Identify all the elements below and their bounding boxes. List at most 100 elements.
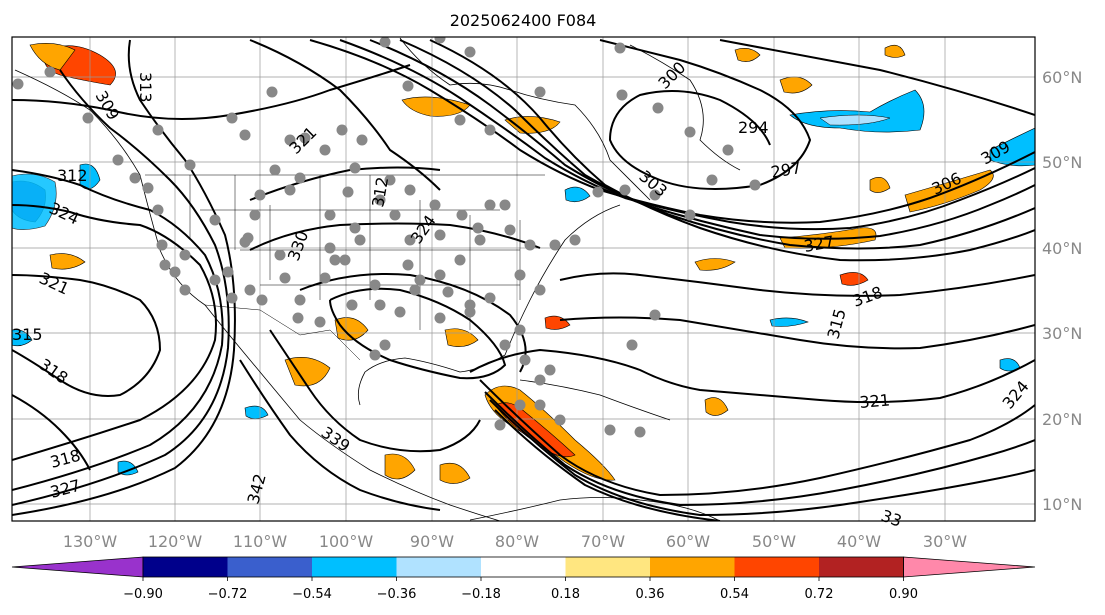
colorbar-segment [312, 557, 397, 577]
station-dot [494, 419, 506, 431]
contour-label: 313 [136, 72, 155, 103]
colorbar-tick-label: −0.90 [123, 587, 163, 602]
station-dot [152, 204, 164, 216]
positive-anomaly-patch [29, 43, 76, 71]
station-dot [156, 239, 168, 251]
contour-line [494, 409, 721, 521]
station-dot [414, 274, 426, 286]
colorbar-tick-label: −0.54 [292, 587, 332, 602]
contour-line [329, 287, 507, 380]
station-dot [294, 294, 306, 306]
station-dot [294, 172, 306, 184]
positive-anomaly-patch [49, 253, 86, 270]
contour-line [12, 204, 217, 461]
station-dot [649, 189, 661, 201]
us-mexico-border [204, 304, 361, 361]
station-dot [519, 354, 531, 366]
station-dot [504, 224, 516, 236]
station-dot [284, 134, 296, 146]
positive-anomaly-patch [869, 177, 891, 193]
longitude-label: 50°W [752, 532, 796, 551]
colorbar-segment [143, 557, 228, 577]
contour-line [469, 348, 1035, 404]
contour-line [239, 359, 441, 511]
station-dot [356, 134, 368, 146]
station-dot [484, 199, 496, 211]
station-dot [374, 299, 386, 311]
colorbar: −0.90 −0.72 −0.54 −0.36 −0.18 0.18 0.36 … [11, 556, 1036, 602]
station-dot [499, 339, 511, 351]
latitude-label: 60°N [1042, 68, 1082, 87]
station-dot [454, 254, 466, 266]
colorbar-tick-label: −0.72 [208, 587, 248, 602]
longitude-label: 70°W [581, 532, 625, 551]
station-dot [336, 124, 348, 136]
station-dot [604, 424, 616, 436]
station-dot [434, 312, 446, 324]
contour-line [559, 316, 1035, 350]
positive-anomaly-patch [401, 96, 471, 117]
station-dot [616, 89, 628, 101]
station-dot [484, 124, 496, 136]
station-dot [614, 42, 626, 54]
station-dot [152, 124, 164, 136]
station-dot [484, 292, 496, 304]
longitude-label: 100°W [319, 532, 374, 551]
colorbar-segment [734, 557, 819, 577]
contour-line [12, 274, 162, 397]
positive-anomaly-patch [704, 397, 729, 416]
station-dot [329, 254, 341, 266]
map-frame [11, 36, 1036, 522]
labrador-coastline [629, 44, 741, 171]
positive-anomaly-patch [734, 48, 761, 62]
station-dot [292, 312, 304, 324]
longitude-label: 80°W [495, 532, 539, 551]
station-dot [349, 222, 361, 234]
station-dot [442, 286, 454, 298]
station-dot [544, 364, 556, 376]
station-dot [706, 174, 718, 186]
positive-anomaly-patch [884, 44, 906, 58]
latitude-label: 10°N [1042, 495, 1082, 514]
station-dot [342, 186, 354, 198]
station-dot [222, 266, 234, 278]
station-dot [346, 299, 358, 311]
station-dot [749, 179, 761, 191]
positive-anomaly-patch [334, 317, 369, 341]
negative-anomaly-patch [564, 186, 591, 203]
contour-label: 315 [12, 325, 43, 344]
station-dot [209, 274, 221, 286]
station-dot [244, 284, 256, 296]
negative-anomaly-patch [989, 127, 1035, 167]
contour-line [484, 391, 1035, 507]
positive-anomaly-patch [439, 462, 471, 484]
negative-anomaly-patch [12, 173, 57, 230]
station-dot [569, 234, 581, 246]
station-dot [434, 269, 446, 281]
map-panel: 309 313 312 324 321 315 318 318 327 342 … [11, 36, 1036, 531]
coastlines [14, 37, 741, 521]
contour-line [599, 39, 812, 190]
station-dot [409, 284, 421, 296]
station-dot [284, 184, 296, 196]
contour-line [249, 222, 541, 251]
station-dot [534, 399, 546, 411]
station-dot [619, 184, 631, 196]
colorbar-segment [227, 557, 312, 577]
station-dot [524, 239, 536, 251]
latitude-label: 50°N [1042, 153, 1082, 172]
colorbar-segment [819, 557, 904, 577]
negative-anomaly-patch [819, 114, 891, 126]
station-dot [652, 102, 664, 114]
colorbar-tick-label: 0.54 [720, 587, 749, 602]
station-dot [554, 414, 566, 426]
station-dot [279, 272, 291, 284]
contour-label: 312 [57, 166, 88, 185]
station-dot [684, 126, 696, 138]
station-dot [239, 129, 251, 141]
positive-anomaly-patch [284, 357, 331, 387]
station-dot [379, 37, 391, 48]
colorbar-segment [481, 557, 566, 577]
station-dot [434, 229, 446, 241]
